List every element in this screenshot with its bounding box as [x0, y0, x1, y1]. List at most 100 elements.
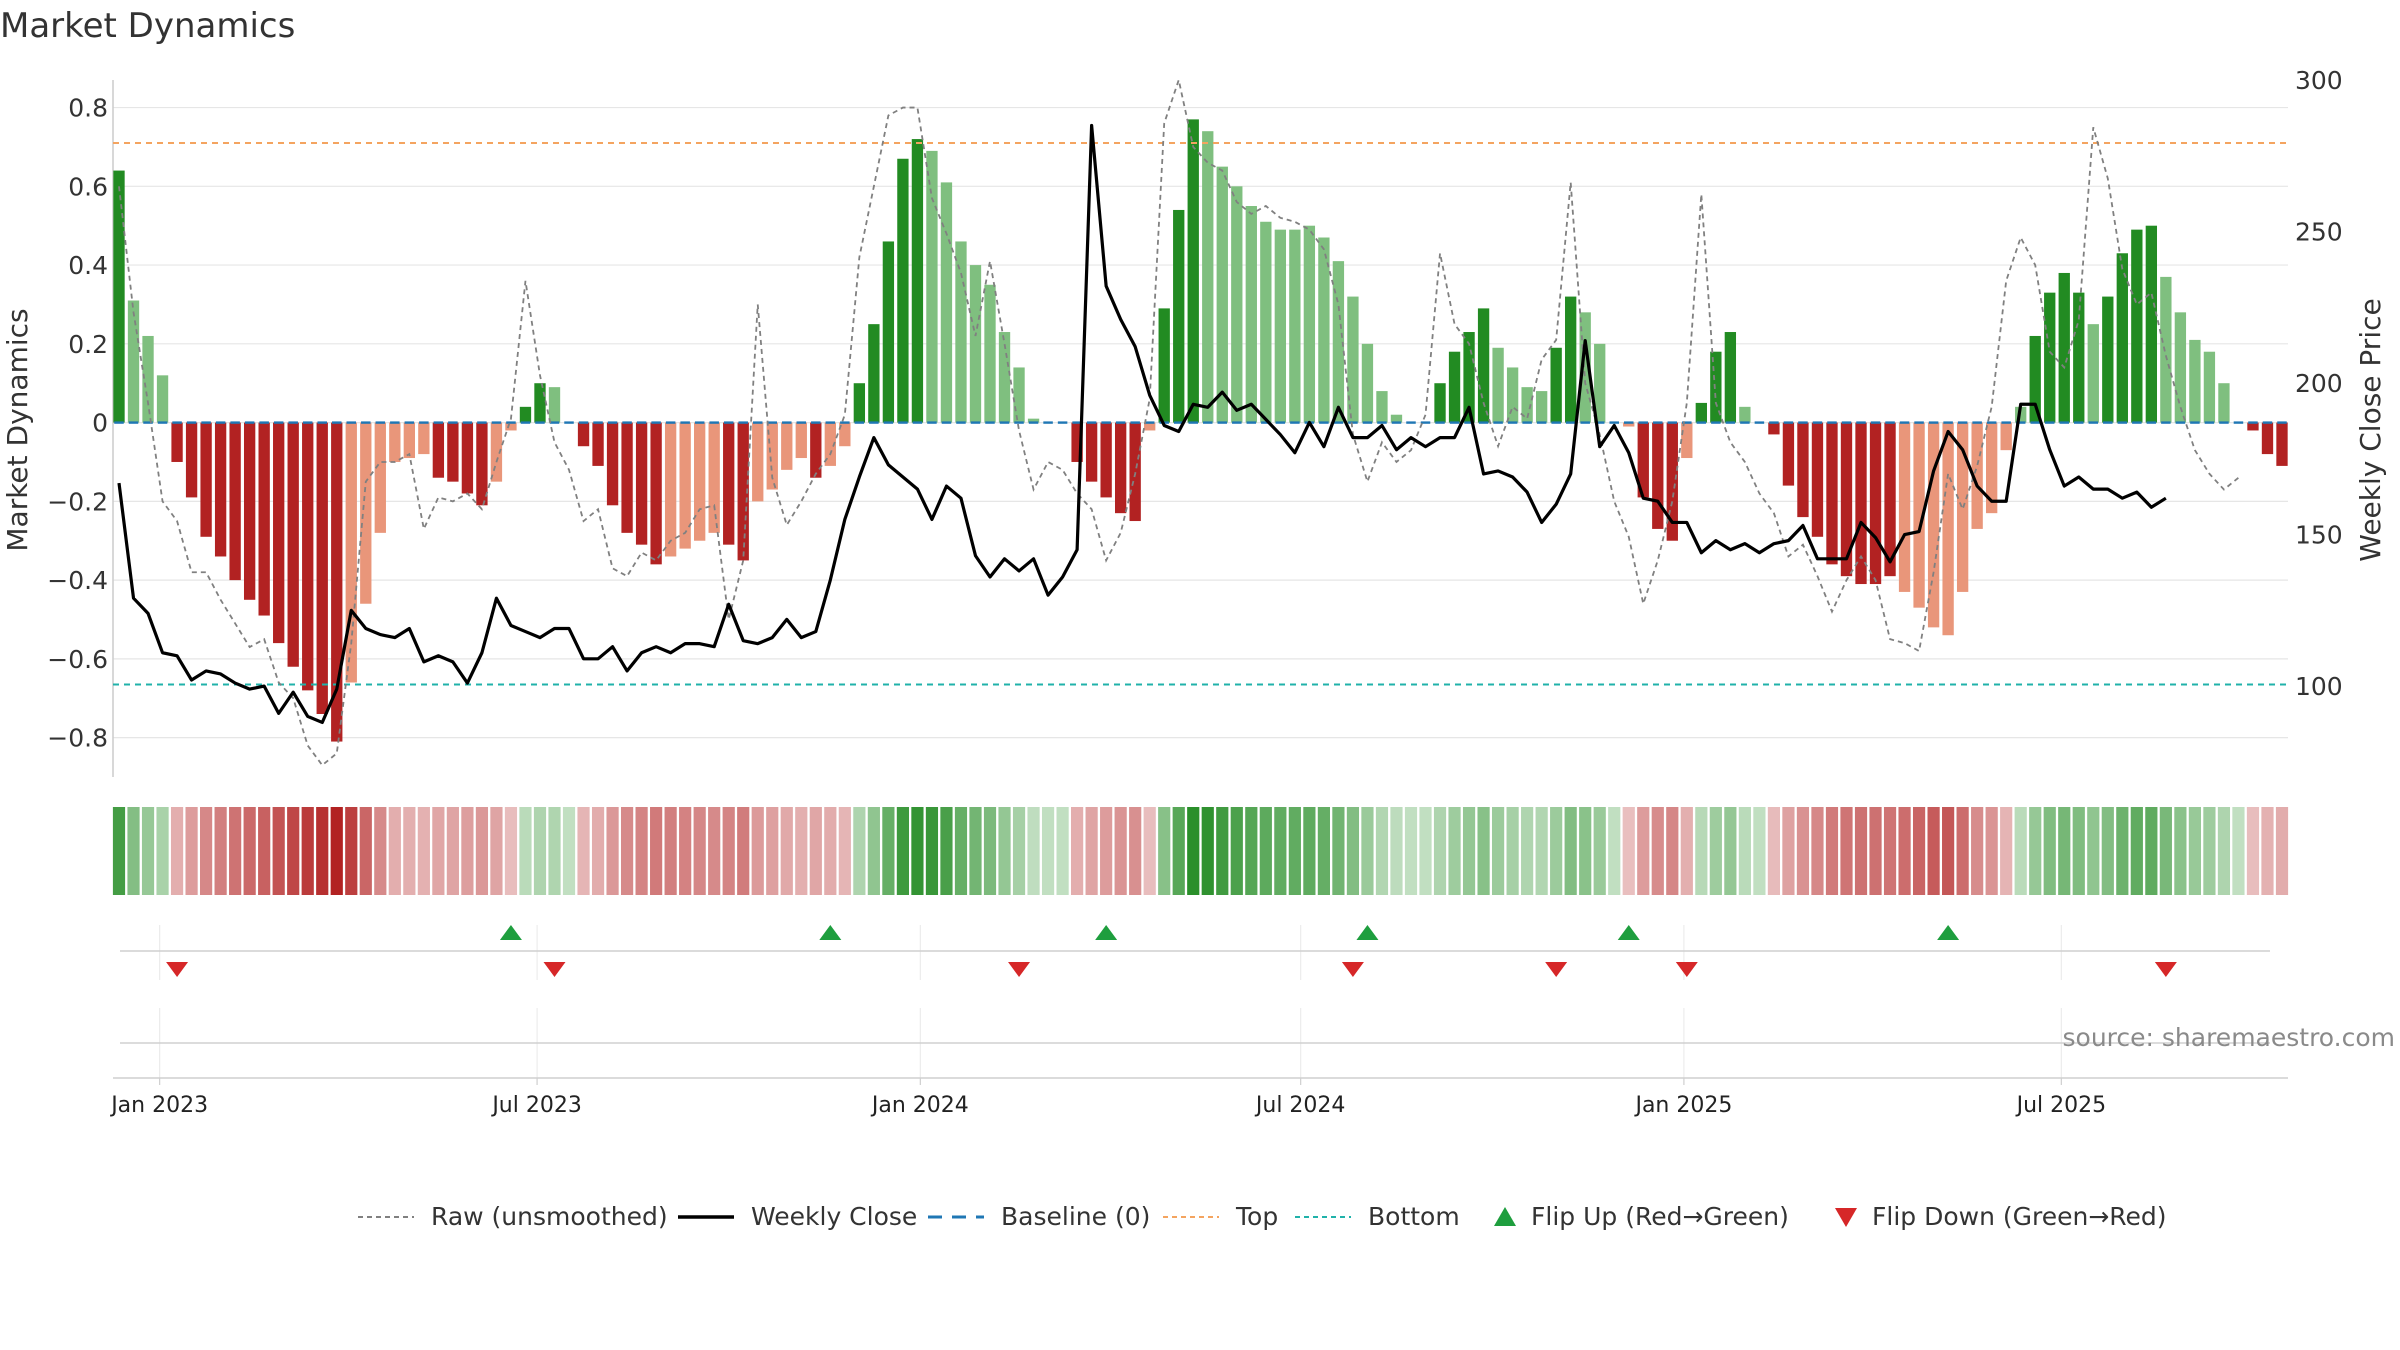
- heat-cell: [1245, 807, 1258, 895]
- md-bar: [258, 422, 270, 616]
- heat-cell: [1071, 807, 1084, 895]
- md-bar: [1361, 343, 1374, 423]
- md-bar: [461, 422, 474, 494]
- heat-cell: [1027, 807, 1040, 895]
- md-bar: [1550, 347, 1562, 423]
- md-bar: [1100, 422, 1112, 498]
- heat-cell: [998, 807, 1011, 895]
- heat-cell: [1230, 807, 1243, 895]
- md-bar: [200, 422, 212, 537]
- legend-label: Weekly Close: [751, 1202, 917, 1231]
- md-bar: [2102, 296, 2114, 423]
- md-bar: [1114, 422, 1127, 514]
- y-tick-label: 0: [92, 409, 108, 438]
- flip-up-marker: [819, 925, 842, 940]
- md-bar: [548, 387, 561, 423]
- md-bar: [185, 422, 198, 498]
- heat-cell: [2087, 807, 2100, 895]
- md-bar: [418, 422, 430, 455]
- md-bar: [1216, 166, 1228, 423]
- legend-symbol: [1835, 1208, 1857, 1227]
- heat-cell: [1883, 807, 1897, 895]
- heat-cell: [301, 807, 314, 895]
- heat-cell: [1564, 807, 1577, 895]
- heat-cell: [1608, 807, 1621, 895]
- heat-cell: [620, 807, 634, 895]
- md-bar: [1144, 422, 1156, 431]
- heat-cell: [1971, 807, 1984, 895]
- md-bar: [389, 422, 401, 462]
- md-bar: [1231, 186, 1243, 423]
- md-bar: [810, 422, 822, 478]
- md-bar: [214, 422, 227, 557]
- heat-cell: [1695, 807, 1708, 895]
- heat-cell: [1259, 807, 1272, 895]
- heat-cell: [2261, 807, 2274, 895]
- md-bar: [2276, 422, 2288, 466]
- heat-cell: [1390, 807, 1403, 895]
- heat-cell: [1535, 807, 1548, 895]
- legend-label: Bottom: [1368, 1202, 1460, 1231]
- md-bar: [1840, 422, 1853, 577]
- heat-cell: [795, 807, 808, 895]
- md-bar: [839, 422, 851, 447]
- heat-cell: [838, 807, 851, 895]
- heat-cell: [1056, 807, 1069, 895]
- md-bar: [1666, 422, 1678, 541]
- y-tick-label: 0.6: [68, 172, 108, 201]
- regime-heat-strip: [112, 807, 2289, 895]
- y2-tick-label: 200: [2295, 369, 2343, 398]
- md-bar: [897, 158, 909, 423]
- heat-cell: [156, 807, 169, 895]
- heat-cell: [1579, 807, 1592, 895]
- md-bar: [1085, 422, 1098, 482]
- heat-cell: [591, 807, 605, 895]
- heat-cell: [2159, 807, 2172, 895]
- heat-cell: [1303, 807, 1316, 895]
- md-bar: [824, 422, 836, 466]
- md-bar: [969, 265, 982, 423]
- heat-cell: [1346, 807, 1360, 895]
- heat-cell: [388, 807, 401, 895]
- md-bar: [1971, 422, 1983, 529]
- md-bar: [1855, 422, 1867, 585]
- x-tick-label: Jan 2025: [1633, 1093, 1732, 1118]
- md-bar: [1202, 131, 1214, 423]
- heat-cell: [1491, 807, 1505, 895]
- md-bar: [1274, 229, 1287, 423]
- heat-cell: [1332, 807, 1345, 895]
- heat-cell: [1709, 807, 1722, 895]
- md-bar: [1129, 422, 1141, 522]
- legend-label: Baseline (0): [1001, 1202, 1150, 1231]
- heat-cell: [1985, 807, 1998, 895]
- heat-cell: [1288, 807, 1301, 895]
- md-bar: [519, 406, 532, 423]
- heat-cell: [867, 807, 880, 895]
- heat-cell: [1956, 807, 1969, 895]
- heat-cell: [533, 807, 547, 895]
- heat-cell: [562, 807, 576, 895]
- md-bar: [1869, 422, 1882, 585]
- heat-cell: [1724, 807, 1737, 895]
- heat-cell: [2188, 807, 2201, 895]
- heat-cell: [853, 807, 866, 895]
- heat-cell: [1477, 807, 1490, 895]
- md-bar: [882, 241, 895, 423]
- heat-cell: [330, 807, 343, 895]
- heat-cell: [2232, 807, 2245, 895]
- x-tick-label: Jan 2024: [870, 1093, 969, 1118]
- md-bar: [1942, 422, 1954, 636]
- flip-down-marker: [1008, 962, 1031, 977]
- heat-cell: [2058, 807, 2071, 895]
- heat-cell: [2130, 807, 2143, 895]
- md-bar: [1623, 422, 1635, 427]
- md-bar: [1826, 422, 1838, 565]
- flip-up-marker: [1617, 925, 1640, 940]
- md-bar: [287, 422, 299, 667]
- heat-cell: [2145, 807, 2158, 895]
- md-bar: [1724, 332, 1737, 423]
- y-tick-label: −0.2: [47, 487, 108, 516]
- md-bar: [127, 300, 140, 423]
- heat-cell: [1942, 807, 1955, 895]
